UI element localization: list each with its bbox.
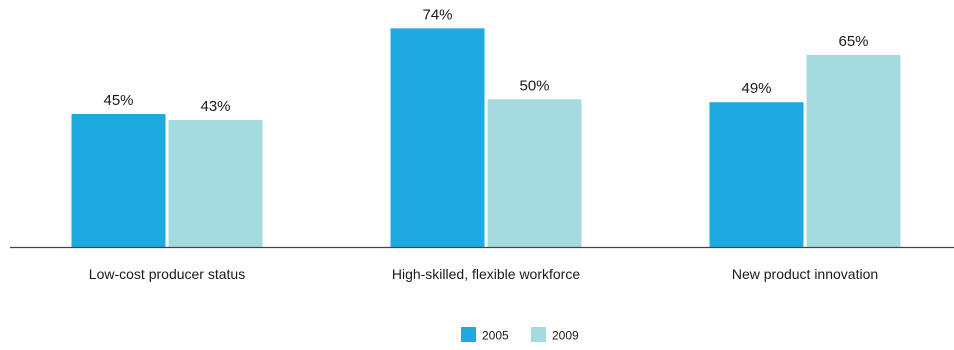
- bar-2009-2: [487, 99, 582, 247]
- bar-2009-3: [806, 54, 901, 247]
- bar-2005-3: [709, 102, 804, 247]
- data-label-2009-3: 65%: [838, 33, 868, 50]
- bar-2009-1: [168, 119, 263, 247]
- legend-swatch-2005: [461, 327, 476, 342]
- bar-2005-1: [71, 114, 166, 248]
- legend-swatch-2009: [531, 327, 546, 342]
- bar-2005-2: [390, 28, 485, 247]
- x-tick-label-2: High-skilled, flexible workforce: [392, 266, 581, 282]
- legend-label-2005: 2005: [482, 329, 509, 343]
- x-tick-label-3: New product innovation: [732, 266, 878, 282]
- legend-label-2009: 2009: [552, 329, 579, 343]
- data-label-2005-3: 49%: [741, 80, 771, 97]
- data-label-2009-1: 43%: [200, 98, 230, 115]
- data-label-2005-1: 45%: [103, 92, 133, 109]
- data-label-2005-2: 74%: [422, 6, 452, 23]
- data-label-2009-2: 50%: [519, 77, 549, 94]
- x-tick-label-1: Low-cost producer status: [89, 266, 245, 282]
